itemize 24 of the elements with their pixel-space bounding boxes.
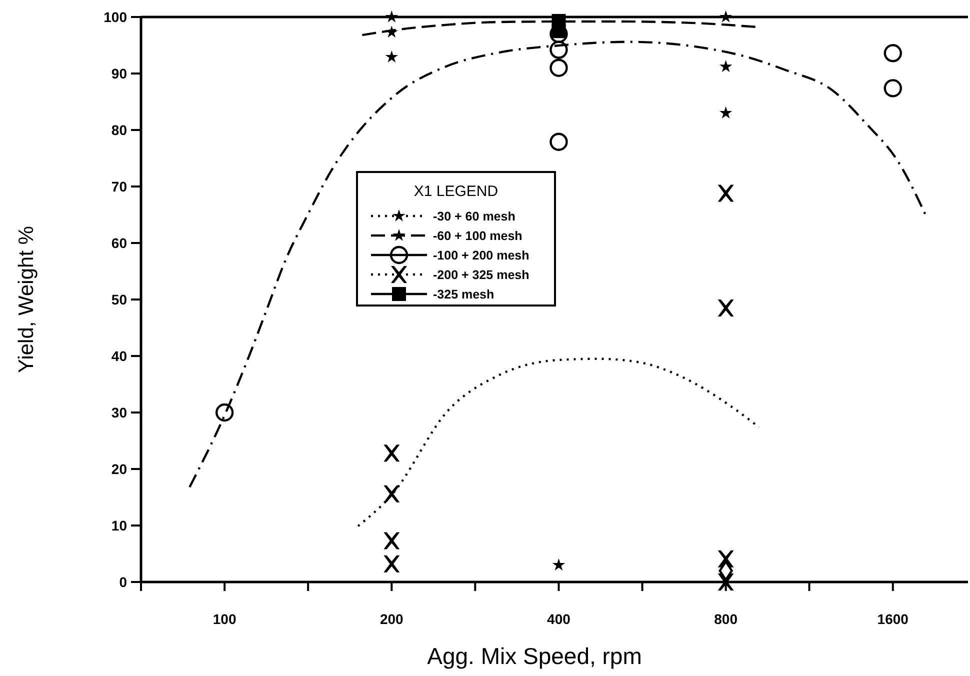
legend-title: X1 LEGEND — [414, 183, 498, 200]
legend-label: -60 + 100 mesh — [433, 228, 522, 243]
y-tick-label: 20 — [111, 460, 128, 477]
x-tick-label: 100 — [212, 611, 236, 627]
y-tick-label: 100 — [104, 8, 128, 25]
x-tick-label: 400 — [547, 611, 571, 627]
x-tick-label: 800 — [714, 611, 738, 627]
y-tick-label: 70 — [111, 178, 128, 194]
y-tick-label: 80 — [111, 122, 128, 138]
x-tick-label: 200 — [380, 611, 404, 627]
x-tick-label: 1600 — [877, 611, 909, 627]
x-axis-title: Agg. Mix Speed, rpm — [427, 643, 642, 669]
y-tick-label: 30 — [111, 404, 128, 420]
legend-label: -325 mesh — [433, 287, 494, 302]
y-tick-label: 60 — [111, 234, 128, 251]
y-axis-title: Yield, Weight % — [15, 226, 38, 374]
y-tick-label: 50 — [111, 291, 128, 308]
y-tick-label: 10 — [111, 517, 128, 534]
y-tick-label: 0 — [119, 574, 128, 590]
y-tick-label: 90 — [111, 65, 128, 82]
legend-label: -100 + 200 mesh — [433, 248, 530, 262]
y-tick-label: 40 — [111, 348, 128, 364]
legend-label: -200 + 325 mesh — [433, 268, 530, 282]
legend-label: -30 + 60 mesh — [433, 209, 516, 224]
